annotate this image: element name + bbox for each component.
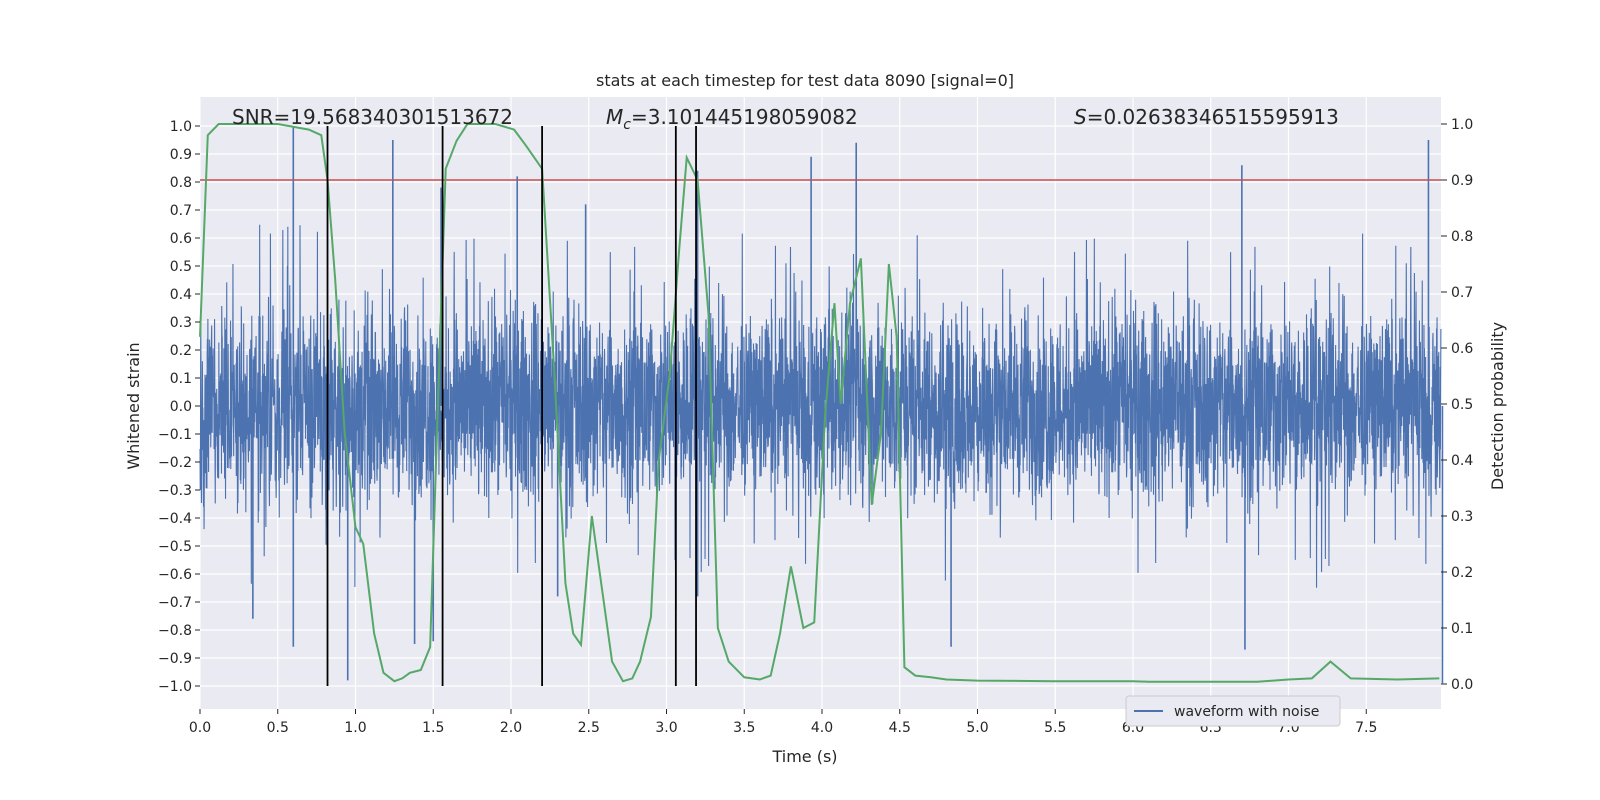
vertical-markers xyxy=(326,126,697,686)
s-value: =0.02638346515595913 xyxy=(1087,105,1339,129)
y-right-tick-label: 0.2 xyxy=(1451,565,1473,581)
y-tick-label: 0.9 xyxy=(170,147,192,163)
waveform-line xyxy=(199,224,1442,588)
waveform-series xyxy=(199,126,1444,684)
s-symbol: S xyxy=(1074,105,1087,129)
y-tick-label: 1.0 xyxy=(170,119,192,135)
x-tick-label: 3.5 xyxy=(733,720,755,736)
x-axis: 0.0 0.5 1.0 1.5 2.0 2.5 3.0 3.5 4.0 4.5 5.0 5.5 6.0 6… xyxy=(189,709,1377,736)
y-tick-label: 0.4 xyxy=(170,287,192,303)
x-tick-label: 5.0 xyxy=(966,720,988,736)
x-tick-label: 5.5 xyxy=(1044,720,1066,736)
chart-title: stats at each timestep for test data 809… xyxy=(596,71,1014,90)
y-tick-label: −1.0 xyxy=(158,679,192,695)
snr-annotation: SNR=19.568340301513672 xyxy=(232,105,513,129)
y-tick-label: −0.1 xyxy=(158,427,192,443)
x-tick-label: 2.0 xyxy=(500,720,522,736)
x-axis-label: Time (s) xyxy=(771,747,837,766)
chirp-mass-subscript: c xyxy=(623,117,631,133)
y-tick-label: 0.3 xyxy=(170,315,192,331)
y-right-tick-label: 0.4 xyxy=(1451,453,1473,469)
x-tick-label: 3.0 xyxy=(655,720,677,736)
s-annotation: S=0.02638346515595913 xyxy=(1074,105,1339,129)
legend: waveform with noise xyxy=(1125,695,1341,727)
left-axis: 1.0 0.9 0.8 0.7 0.6 0.5 0.4 0.3 0.2 0.1 0.0 −0.1 −0.… xyxy=(158,119,200,695)
y-tick-label: −0.6 xyxy=(158,567,192,583)
y-axis-right-label: Detection probability xyxy=(1488,322,1507,490)
chirp-mass-value: =3.101445198059082 xyxy=(631,105,858,129)
y-tick-label: −0.9 xyxy=(158,651,192,667)
y-tick-label: −0.7 xyxy=(158,595,192,611)
y-tick-label: 0.8 xyxy=(170,175,192,191)
x-tick-label: 4.5 xyxy=(889,720,911,736)
y-right-tick-label: 0.7 xyxy=(1451,285,1473,301)
y-right-tick-label: 0.9 xyxy=(1451,173,1473,189)
y-right-tick-label: 0.5 xyxy=(1451,397,1473,413)
y-right-tick-label: 0.1 xyxy=(1451,621,1473,637)
x-tick-label: 0.0 xyxy=(189,720,211,736)
probability-series xyxy=(199,123,1440,683)
y-right-tick-label: 0.0 xyxy=(1451,677,1473,693)
x-tick-label: 1.5 xyxy=(422,720,444,736)
chirp-mass-annotation: Mc=3.101445198059082 xyxy=(606,105,858,133)
x-tick-label: 2.5 xyxy=(578,720,600,736)
y-tick-label: 0.7 xyxy=(170,203,192,219)
y-tick-label: −0.2 xyxy=(158,455,192,471)
y-right-tick-label: 1.0 xyxy=(1451,117,1473,133)
y-tick-label: 0.2 xyxy=(170,343,192,359)
y-tick-label: 0.0 xyxy=(170,399,192,415)
x-tick-label: 7.5 xyxy=(1355,720,1377,736)
y-right-tick-label: 0.6 xyxy=(1451,341,1473,357)
x-tick-label: 0.5 xyxy=(267,720,289,736)
y-right-tick-label: 0.3 xyxy=(1451,509,1473,525)
y-tick-label: 0.5 xyxy=(170,259,192,275)
y-tick-label: −0.8 xyxy=(158,623,192,639)
chirp-mass-symbol: M xyxy=(606,105,623,129)
detection-probability-line xyxy=(199,123,1440,683)
y-axis-label: Whitened strain xyxy=(124,342,143,469)
x-tick-label: 1.0 xyxy=(344,720,366,736)
y-right-tick-label: 0.8 xyxy=(1451,229,1473,245)
y-tick-label: −0.3 xyxy=(158,483,192,499)
x-tick-label: 4.0 xyxy=(811,720,833,736)
y-tick-label: −0.5 xyxy=(158,539,192,555)
legend-label: waveform with noise xyxy=(1174,704,1319,720)
y-tick-label: 0.6 xyxy=(170,231,192,247)
y-tick-label: 0.1 xyxy=(170,371,192,387)
right-axis: 1.0 0.9 0.8 0.7 0.6 0.5 0.4 0.3 0.2 0.1 0.0 xyxy=(1441,117,1473,693)
y-tick-label: −0.4 xyxy=(158,511,192,527)
legend-box xyxy=(1125,695,1341,727)
